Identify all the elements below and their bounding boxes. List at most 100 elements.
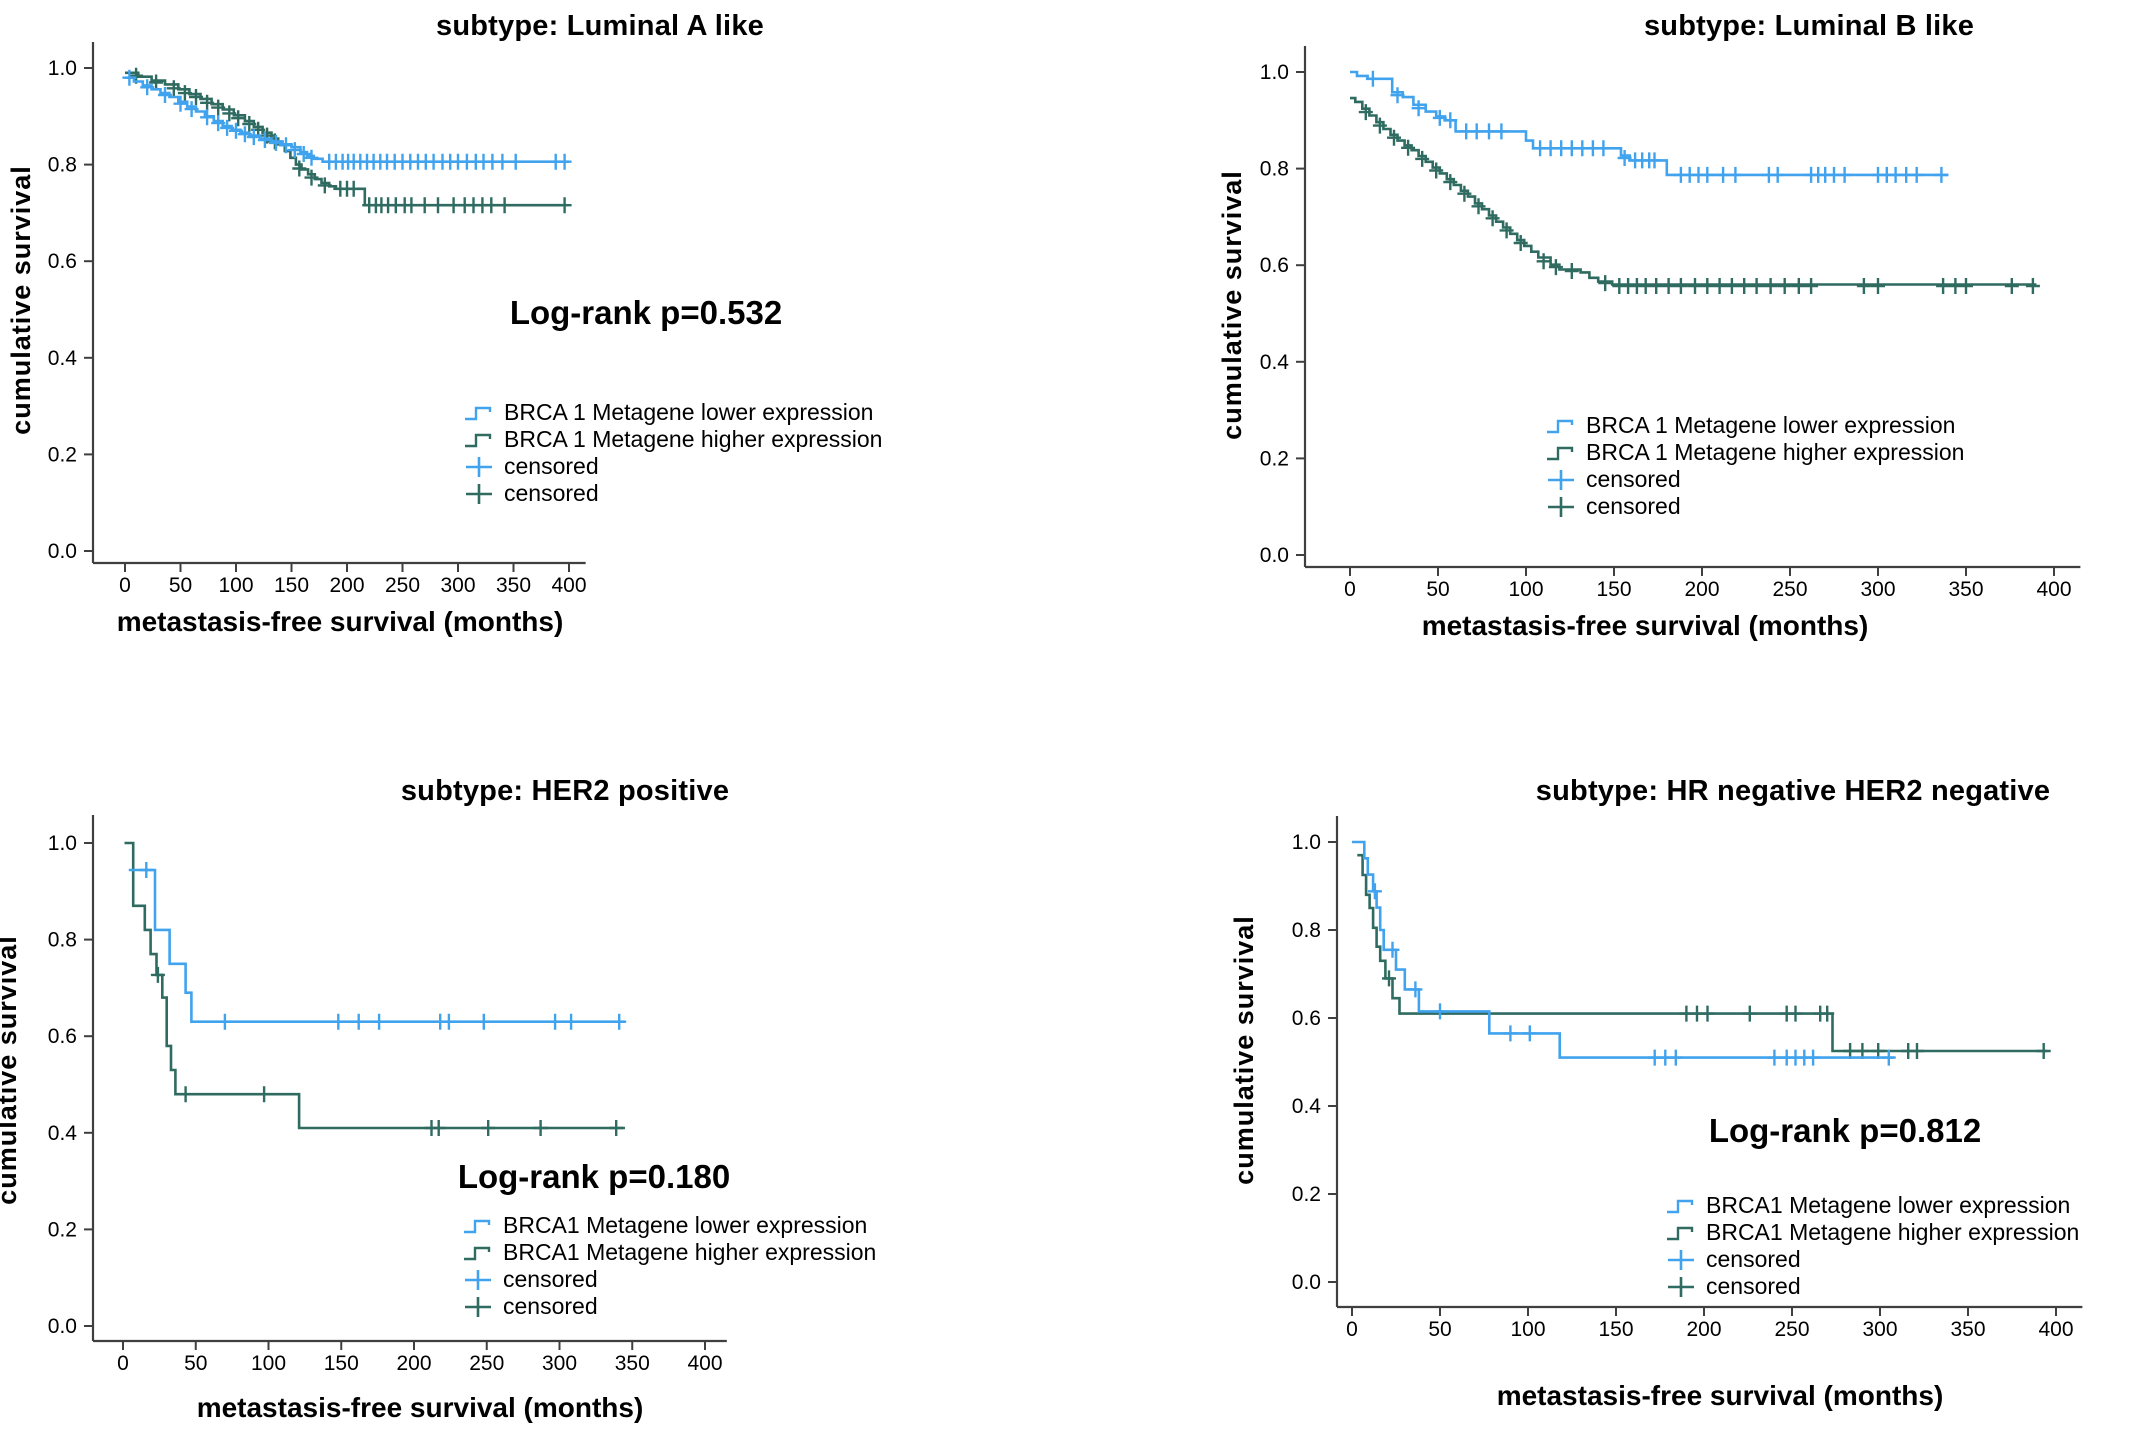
legend-item-label: censored (1586, 466, 1681, 492)
svg-text:1.0: 1.0 (48, 57, 77, 80)
svg-text:0.0: 0.0 (48, 540, 77, 563)
svg-text:0.4: 0.4 (1292, 1095, 1322, 1118)
svg-text:200: 200 (1686, 1318, 1721, 1341)
svg-text:0.8: 0.8 (48, 929, 77, 952)
x-axis-label: metastasis-free survival (months) (1496, 1380, 1944, 1411)
survival-plot: 0.0 0.2 0.4 0.6 0.8 1.0 0 50 100 150 200 250 300 350 4… (48, 42, 587, 597)
legend-item: censored (463, 453, 882, 480)
legend: BRCA1 Metagene lower expression BRCA1 Me… (462, 1212, 876, 1320)
panel-title: subtype: HER2 positive (400, 775, 730, 807)
svg-text:300: 300 (440, 574, 475, 597)
step-line-swatch-higher-icon (464, 1246, 491, 1260)
svg-text:250: 250 (385, 574, 420, 597)
x-axis-label: metastasis-free survival (months) (196, 1392, 644, 1423)
censored-plus-icon (465, 1296, 491, 1317)
svg-text:250: 250 (1774, 1318, 1809, 1341)
legend-item: censored (1665, 1273, 2079, 1300)
svg-text:350: 350 (615, 1352, 650, 1375)
svg-text:0.4: 0.4 (48, 1122, 78, 1145)
svg-text:100: 100 (218, 574, 253, 597)
y-axis-label: cumulative survival (0, 935, 22, 1205)
legend-item: BRCA1 Metagene lower expression (462, 1212, 876, 1239)
svg-text:200: 200 (329, 574, 364, 597)
svg-text:150: 150 (1598, 1318, 1633, 1341)
legend-item-label: censored (503, 1266, 598, 1292)
km-panel-luminal-a: 0.0 0.2 0.4 0.6 0.8 1.0 0 50 100 150 200 250 300 350 4… (0, 0, 1065, 720)
step-line-swatch-lower-icon (1547, 419, 1574, 433)
svg-text:200: 200 (396, 1352, 431, 1375)
svg-text:0.2: 0.2 (1260, 447, 1289, 470)
svg-text:0: 0 (1346, 1318, 1358, 1341)
censored-plus-icon (465, 1269, 491, 1290)
censored-plus-icon (1668, 1276, 1694, 1297)
svg-text:0: 0 (1344, 578, 1356, 601)
svg-text:400: 400 (2038, 1318, 2073, 1341)
svg-text:350: 350 (496, 574, 531, 597)
x-axis-label: metastasis-free survival (months) (1421, 610, 1869, 641)
y-axis-label: cumulative survival (1217, 170, 1247, 440)
legend-item: censored (1665, 1246, 2079, 1273)
km-panel-luminal-b: 0.0 0.2 0.4 0.6 0.8 1.0 0 50 100 150 200 250 300 350 4… (1065, 0, 2130, 720)
step-line-swatch-lower-icon (464, 1219, 491, 1233)
legend-item: BRCA 1 Metagene lower expression (1545, 412, 1964, 439)
legend-item: BRCA 1 Metagene higher expression (1545, 439, 1964, 466)
svg-text:100: 100 (1510, 1318, 1545, 1341)
censored-plus-icon (1548, 496, 1574, 517)
censored-plus-icon (1548, 469, 1574, 490)
svg-text:0.2: 0.2 (1292, 1183, 1321, 1206)
log-rank-annotation: Log-rank p=0.812 (1708, 1112, 1982, 1149)
legend: BRCA 1 Metagene lower expression BRCA 1 … (1545, 412, 1964, 520)
svg-text:400: 400 (2036, 578, 2071, 601)
svg-text:0.2: 0.2 (48, 1218, 77, 1241)
svg-text:300: 300 (1862, 1318, 1897, 1341)
svg-text:0.6: 0.6 (48, 250, 77, 273)
y-axis-label: cumulative survival (1229, 915, 1259, 1185)
legend-item-label: BRCA1 Metagene higher expression (503, 1239, 877, 1265)
svg-text:100: 100 (1508, 578, 1543, 601)
step-line-swatch-higher-icon (1667, 1226, 1694, 1240)
panel-title: subtype: HR negative HER2 negative (1535, 775, 2051, 807)
legend-item: BRCA 1 Metagene higher expression (463, 426, 882, 453)
censored-plus-icon (466, 483, 492, 504)
legend-item: BRCA1 Metagene higher expression (462, 1239, 876, 1266)
survival-plot: 0.0 0.2 0.4 0.6 0.8 1.0 0 50 100 150 200 250 300 350 4… (1292, 816, 2083, 1341)
survival-plot: 0.0 0.2 0.4 0.6 0.8 1.0 0 50 100 150 200 250 300 350 4… (48, 815, 727, 1375)
legend: BRCA 1 Metagene lower expression BRCA 1 … (463, 399, 882, 507)
censored-plus-icon (466, 456, 492, 477)
censored-plus-icon (1668, 1249, 1694, 1270)
legend-item-label: censored (504, 480, 599, 506)
step-line-swatch-higher-icon (465, 433, 492, 447)
svg-text:1.0: 1.0 (1260, 61, 1289, 84)
svg-text:1.0: 1.0 (48, 832, 77, 855)
step-line-swatch-lower-icon (465, 406, 492, 420)
svg-text:0.4: 0.4 (1260, 351, 1290, 374)
log-rank-annotation: Log-rank p=0.180 (457, 1158, 731, 1195)
svg-text:0.0: 0.0 (1260, 544, 1289, 567)
legend-item-label: censored (1706, 1246, 1801, 1272)
panel-title: subtype: Luminal A like (436, 10, 764, 42)
legend-item: censored (1545, 466, 1964, 493)
svg-text:1.0: 1.0 (1292, 831, 1321, 854)
svg-text:300: 300 (1860, 578, 1895, 601)
legend-item-label: BRCA 1 Metagene lower expression (1586, 412, 1956, 438)
svg-text:400: 400 (551, 574, 586, 597)
svg-text:300: 300 (542, 1352, 577, 1375)
legend-item-label: BRCA1 Metagene lower expression (1706, 1192, 2071, 1218)
svg-text:0.6: 0.6 (1260, 254, 1289, 277)
legend-item: censored (462, 1293, 876, 1320)
svg-text:0: 0 (117, 1352, 129, 1375)
log-rank-annotation: Log-rank p=0.532 (509, 294, 783, 331)
svg-text:50: 50 (1428, 1318, 1451, 1341)
legend-item: BRCA 1 Metagene lower expression (463, 399, 882, 426)
y-axis-label: cumulative survival (6, 165, 36, 435)
legend-item-label: censored (1706, 1273, 1801, 1299)
svg-text:150: 150 (274, 574, 309, 597)
km-panel-her2-positive: 0.0 0.2 0.4 0.6 0.8 1.0 0 50 100 150 200 250 300 350 4… (0, 720, 1065, 1437)
svg-text:0.0: 0.0 (1292, 1271, 1321, 1294)
svg-text:0.4: 0.4 (48, 347, 78, 370)
step-line-swatch-lower-icon (1667, 1199, 1694, 1213)
legend-item: censored (463, 480, 882, 507)
legend-item: BRCA1 Metagene higher expression (1665, 1219, 2079, 1246)
svg-text:200: 200 (1684, 578, 1719, 601)
step-line-swatch-higher-icon (1547, 446, 1574, 460)
